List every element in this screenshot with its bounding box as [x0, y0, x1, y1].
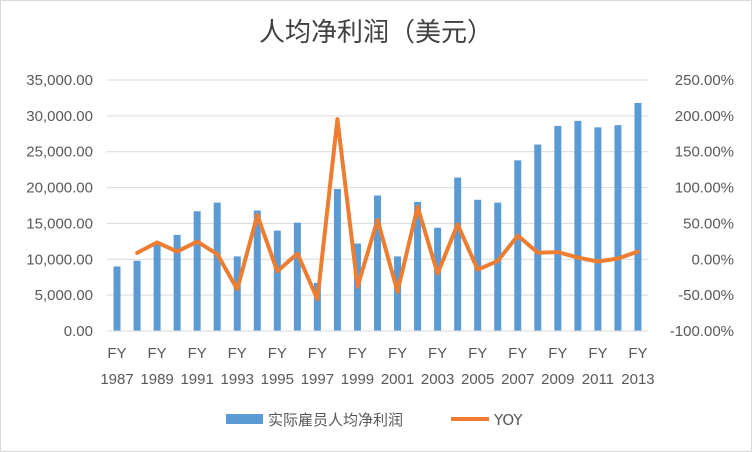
bar [374, 195, 381, 331]
left-y-tick-label: 35,000.00 [26, 72, 93, 89]
bar [273, 230, 281, 331]
x-tick-label: 2013 [621, 371, 654, 388]
right-y-tick-label: 200.00% [675, 108, 734, 125]
bar [514, 160, 522, 331]
bar [313, 282, 321, 331]
bar-series [113, 102, 642, 332]
x-tick-label: 1991 [180, 371, 213, 388]
bar [253, 210, 261, 331]
bar [594, 127, 602, 332]
x-tick-label: FY [308, 345, 327, 362]
x-axis: FY 1987 FY 1989 FY 1991 FY 1993 FY 1995 FY 1997 FY 19… [100, 330, 655, 388]
x-tick-label: 1989 [140, 371, 173, 388]
right-y-tick-label: -50.00% [678, 287, 734, 304]
left-y-tick-label: 25,000.00 [26, 144, 93, 161]
bar [574, 120, 582, 332]
x-tick-label: FY [148, 345, 167, 362]
x-tick-label: 1995 [261, 371, 294, 388]
legend-bar-swatch [226, 414, 263, 424]
line-series [135, 117, 640, 302]
left-y-tick-label: 30,000.00 [26, 108, 93, 125]
legend-line-label: YOY [493, 411, 523, 429]
x-tick-label: FY [508, 345, 527, 362]
bar [534, 144, 542, 331]
right-y-tick-label: 250.00% [675, 72, 734, 89]
x-tick-label: 1987 [100, 371, 133, 388]
bar [414, 201, 422, 331]
x-tick-label: FY [468, 345, 487, 362]
bar [333, 189, 341, 331]
right-y-tick-label: 100.00% [675, 180, 734, 197]
x-tick-label: FY [588, 345, 607, 362]
bar [554, 125, 562, 331]
left-y-tick-label: 20,000.00 [26, 180, 93, 197]
x-tick-label: FY [348, 345, 367, 362]
right-y-axis: -100.00% -50.00% 0.00% 50.00% 100.00% 150.00%… [670, 72, 734, 340]
bar [193, 211, 201, 331]
x-tick-label: 2003 [421, 371, 454, 388]
bar [113, 266, 121, 331]
x-tick-label: FY [388, 345, 407, 362]
left-y-tick-label: 0.00 [64, 323, 93, 340]
x-tick-label: FY [428, 345, 447, 362]
right-y-tick-label: -100.00% [670, 323, 734, 340]
x-tick-label: FY [228, 345, 247, 362]
x-tick-label: FY [107, 345, 126, 362]
bar [173, 234, 181, 331]
left-y-axis: 0.00 5,000.00 10,000.00 15,000.00 20,000.00 2… [26, 72, 93, 340]
bar [394, 256, 402, 331]
bar [133, 260, 141, 331]
legend-bar-label: 实际雇员人均净利润 [268, 411, 403, 429]
bar [233, 256, 241, 331]
x-tick-label: 2011 [582, 371, 614, 388]
x-tick-label: FY [188, 345, 207, 362]
left-y-tick-label: 10,000.00 [26, 251, 93, 268]
x-tick-label: 1993 [221, 371, 254, 388]
x-tick-label: 2005 [461, 371, 494, 388]
right-y-tick-label: 150.00% [675, 144, 734, 161]
right-y-tick-label: 50.00% [683, 215, 734, 232]
right-y-tick-label: 0.00% [691, 251, 734, 268]
bar [213, 202, 221, 331]
chart-title: 人均净利润（美元） [258, 18, 493, 48]
left-y-tick-label: 5,000.00 [35, 287, 93, 304]
x-tick-label: 2007 [501, 371, 534, 388]
x-tick-label: 2009 [541, 371, 574, 388]
x-tick-label: 1997 [301, 371, 334, 388]
x-tick-label: FY [628, 345, 647, 362]
x-tick-label: 2001 [381, 371, 414, 388]
bar [454, 177, 462, 331]
bar [153, 244, 161, 331]
bar [614, 125, 622, 332]
bar [434, 227, 442, 331]
yoy-line [135, 117, 640, 302]
bar [634, 102, 642, 331]
bar [293, 222, 301, 331]
bar [494, 202, 502, 331]
x-tick-label: FY [548, 345, 567, 362]
left-y-tick-label: 15,000.00 [26, 215, 93, 232]
legend: 实际雇员人均净利润 YOY [226, 411, 523, 429]
x-tick-label: 1999 [341, 371, 374, 388]
x-tick-label: FY [268, 345, 287, 362]
